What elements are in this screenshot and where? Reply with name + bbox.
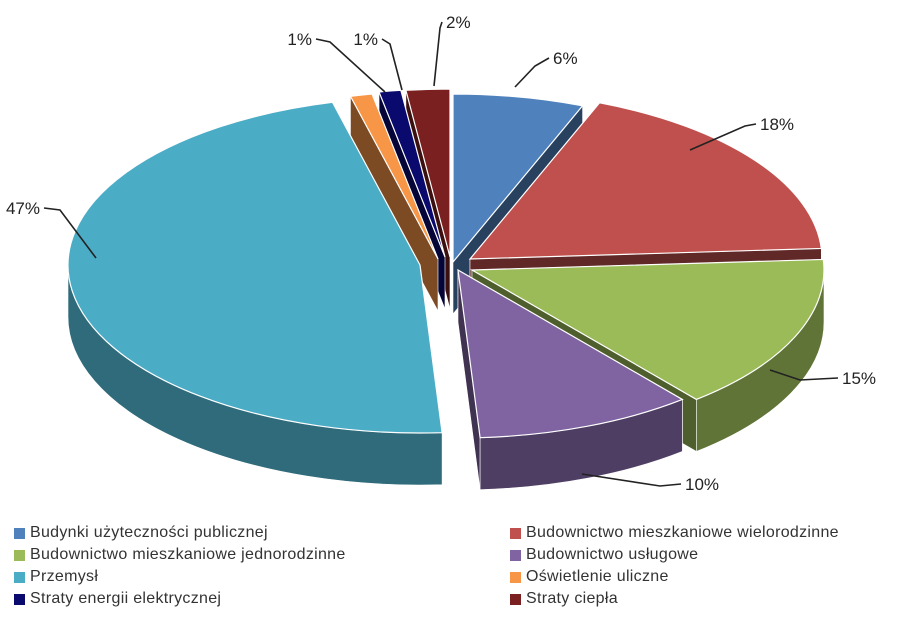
legend-label: Budownictwo usługowe [526,546,699,563]
legend-label: Straty ciepła [526,590,618,607]
pie-slice-5 [67,101,443,434]
legend-item-7: Straty energii elektrycznej [14,588,221,610]
leader-line-8 [433,21,443,87]
legend-item-2: Budownictwo mieszkaniowe wielorodzinne [510,522,839,544]
legend-swatch [510,527,521,539]
data-label-1: 6% [553,49,578,68]
data-label-5: 47% [6,199,40,218]
data-label-7: 1% [353,30,378,49]
data-label-6: 1% [287,30,312,49]
leader-line-2 [689,123,757,151]
pie-slice-2 [468,102,822,260]
pie-slice-8 [405,88,451,258]
pie-slice-7 [378,89,446,258]
data-label-3: 15% [842,369,876,388]
legend-swatch [14,571,25,583]
pie-labels: 6% 18% 15% 10% 47% 1% 1% 2% [6,13,876,494]
leader-line-1 [514,57,550,88]
legend-label: Oświetlenie uliczne [526,568,669,585]
pie-slice-3 [469,258,825,401]
pie-slice-6 [349,93,439,260]
legend-item-3: Budownictwo mieszkaniowe jednorodzinne [14,544,346,566]
legend-swatch [510,593,521,605]
legend-swatch [14,549,25,561]
legend-label: Straty energii elektrycznej [30,590,222,607]
pie-tops [67,88,825,439]
legend-label: Budynki użyteczności publicznej [30,524,268,541]
pie-slice-1 [452,93,584,264]
data-label-2: 18% [760,115,794,134]
data-label-4: 10% [685,475,719,494]
legend-item-4: Budownictwo usługowe [510,544,698,566]
legend-swatch [14,527,25,539]
legend-item-8: Straty ciepła [510,588,618,610]
leader-line-7 [381,38,403,91]
leader-line-5 [43,207,97,259]
legend-item-1: Budynki użyteczności publicznej [14,522,268,544]
legend-swatch [510,571,521,583]
legend-item-6: Oświetlenie uliczne [510,566,669,588]
pie-slice-4 [457,268,684,439]
legend-swatch [14,593,25,605]
data-label-8: 2% [446,13,471,32]
chart-legend: Budynki użyteczności publicznej Budownict… [0,522,906,629]
legend-label: Przemysł [30,568,99,585]
legend-label: Budownictwo mieszkaniowe jednorodzinne [30,546,346,563]
pie-chart: 6% 18% 15% 10% 47% 1% 1% 2% [6,13,876,494]
leader-line-6 [315,38,386,93]
legend-item-5: Przemysł [14,566,98,588]
leader-line-4 [581,473,682,487]
leader-line-3 [769,369,839,381]
legend-label: Budownictwo mieszkaniowe wielorodzinne [526,524,839,541]
legend-swatch [510,549,521,561]
